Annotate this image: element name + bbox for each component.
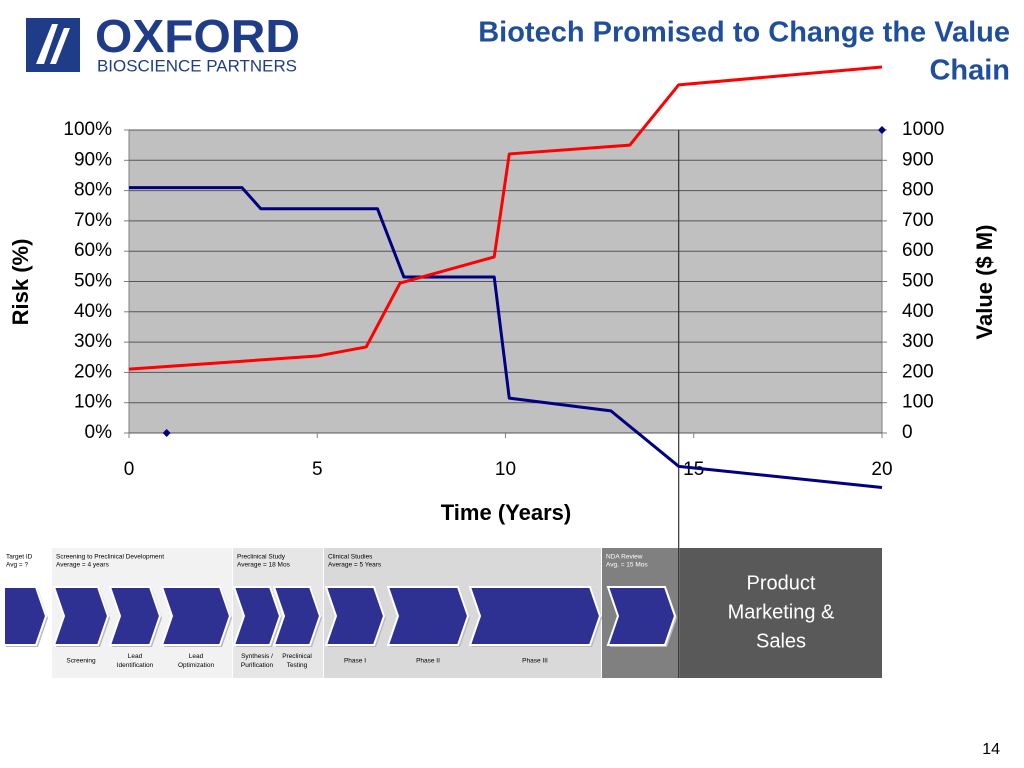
phase-header: NDA Review — [606, 554, 643, 561]
slide-title: Biotech Promised to Change the Value — [478, 17, 1010, 49]
phase-header: Screening to Preclinical Development — [56, 554, 164, 561]
y2-tick-label: 300 — [902, 331, 934, 352]
y-tick-label: 80% — [74, 180, 112, 201]
chevron — [52, 586, 110, 646]
chevron — [3, 586, 48, 646]
y2-tick-label: 500 — [902, 271, 934, 292]
y-tick-label: 70% — [74, 210, 112, 231]
x-tick-label: 5 — [312, 459, 323, 480]
logo: OXFORD BIOSCIENCE PARTNERS — [26, 10, 300, 75]
chevron — [108, 586, 162, 646]
final-label: Sales — [756, 630, 806, 652]
page-number: 14 — [982, 741, 1000, 758]
y2-tick-label: 200 — [902, 361, 934, 382]
phase-header: Preclinical Study — [237, 554, 286, 561]
step-label: Preclinical — [282, 653, 312, 660]
y-tick-label: 90% — [74, 149, 112, 170]
y-tick-label: 100% — [63, 119, 112, 140]
x-axis-title: Time (Years) — [441, 500, 571, 525]
phase-header: Average = 5 Years — [328, 562, 382, 569]
phase-header: Average = 4 years — [56, 562, 110, 569]
chevron — [468, 586, 602, 646]
y-tick-label: 10% — [74, 392, 112, 413]
logo-icon-mark — [36, 24, 70, 64]
y2-tick-label: 0 — [902, 422, 913, 443]
y2-tick-label: 100 — [902, 392, 934, 413]
phase-header: Avg = ? — [6, 562, 28, 569]
logo-name: OXFORD — [95, 10, 300, 62]
data-line — [128, 65, 883, 371]
step-label: Lead — [128, 653, 143, 660]
x-tick-label: 0 — [124, 459, 135, 480]
final-label: Product — [747, 572, 816, 594]
phase-header: Avg. = 15 Mos — [606, 562, 648, 569]
y-tick-label: 20% — [74, 361, 112, 382]
step-label: Lead — [189, 653, 204, 660]
step-label: Phase III — [522, 658, 548, 665]
x-tick-label: 10 — [495, 459, 516, 480]
chevron — [272, 586, 322, 646]
step-label: Synthesis / — [241, 653, 273, 660]
final-label: Marketing & — [728, 601, 835, 623]
data-line — [129, 186, 883, 490]
phase-header: Target ID — [6, 554, 33, 561]
step-label: Testing — [287, 662, 308, 669]
y2-tick-label: 900 — [902, 149, 934, 170]
chevron — [232, 586, 282, 646]
logo-subtitle: BIOSCIENCE PARTNERS — [97, 56, 297, 75]
y-tick-label: 50% — [74, 271, 112, 292]
y-tick-label: 30% — [74, 331, 112, 352]
y-axis-title: Risk (%) — [8, 239, 33, 326]
marker — [162, 429, 171, 437]
y2-tick-label: 1000 — [902, 119, 944, 140]
y-tick-label: 40% — [74, 301, 112, 322]
chevron — [160, 586, 232, 646]
chevron — [606, 586, 677, 646]
y-tick-label: 0% — [85, 422, 113, 443]
chevron — [386, 586, 470, 646]
marker — [878, 126, 886, 134]
y2-tick-label: 600 — [902, 240, 934, 261]
step-label: Screening — [66, 658, 96, 665]
step-label: Purification — [241, 662, 274, 669]
x-tick-label: 15 — [683, 459, 704, 480]
x-tick-label: 20 — [871, 459, 892, 480]
slide-title: Chain — [929, 55, 1010, 87]
y-tick-label: 60% — [74, 240, 112, 261]
y2-tick-label: 800 — [902, 180, 934, 201]
chevron — [324, 586, 386, 646]
step-label: Optimization — [178, 662, 215, 669]
step-label: Phase I — [344, 658, 366, 665]
y2-axis-title: Value ($ M) — [972, 225, 997, 340]
y2-tick-label: 400 — [902, 301, 934, 322]
y2-tick-label: 700 — [902, 210, 934, 231]
step-label: Phase II — [416, 658, 440, 665]
final-panel — [680, 548, 882, 678]
phase-header: Clinical Studies — [328, 554, 373, 561]
step-label: Identification — [117, 662, 154, 669]
phase-header: Average = 18 Mos — [237, 562, 291, 569]
